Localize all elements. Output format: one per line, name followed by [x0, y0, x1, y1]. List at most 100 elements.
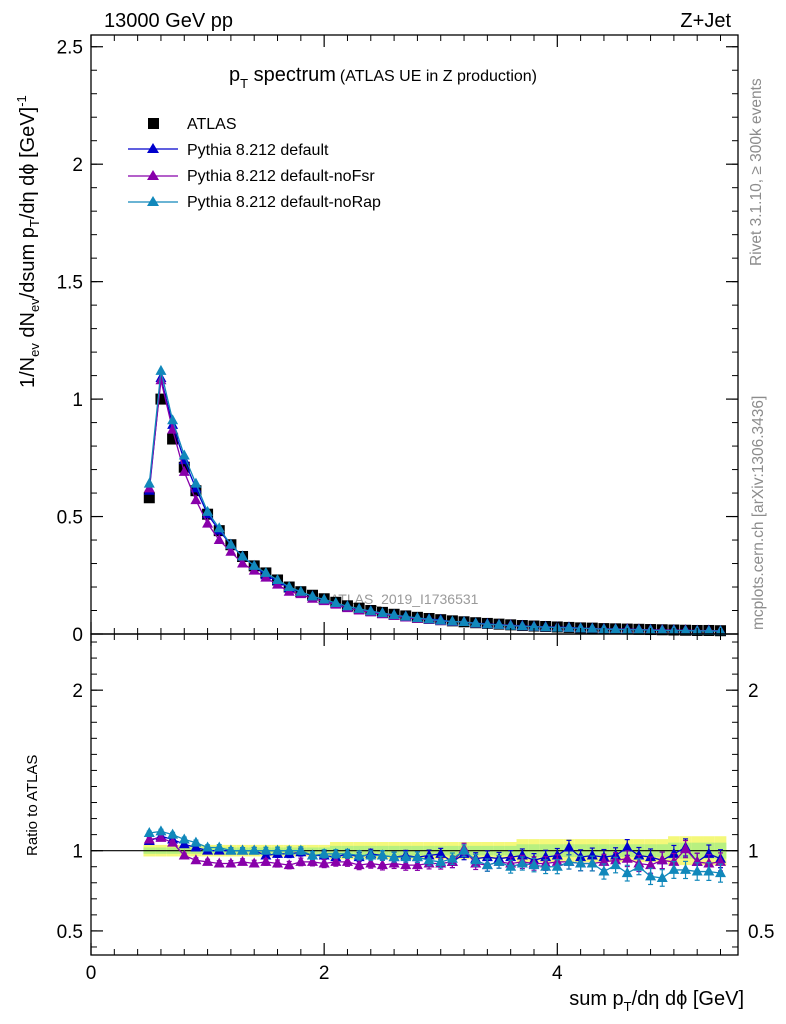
series-point-main	[411, 612, 423, 623]
series-point-main	[633, 623, 645, 634]
series-point-ratio	[481, 851, 493, 862]
series-point-ratio	[703, 847, 715, 858]
series-point-main	[540, 621, 552, 632]
series-point-ratio	[563, 855, 575, 866]
series-point-ratio	[645, 859, 657, 870]
series-point-main	[458, 616, 470, 627]
series-point-ratio	[318, 857, 330, 868]
series-point-ratio	[143, 827, 155, 838]
main-y-tick-label: 1	[72, 390, 83, 411]
ratio-plot-frame	[90, 633, 739, 956]
series-point-main	[680, 624, 692, 635]
series-point-ratio	[563, 841, 575, 852]
series-point-main	[575, 622, 587, 633]
series-point-ratio	[423, 854, 435, 865]
series-point-main	[190, 477, 202, 488]
series-point-main	[167, 423, 179, 434]
series-point-ratio	[178, 833, 190, 844]
series-point-ratio	[458, 844, 470, 855]
series-point-ratio	[680, 843, 692, 854]
x-axis-label: sum pT/dη dϕ [GeV]	[569, 988, 744, 1014]
main-y-tick-label: 0	[72, 625, 83, 646]
atlas-data-point	[167, 433, 179, 445]
series-point-ratio	[528, 859, 540, 870]
main-y-tick-label: 1.5	[57, 273, 83, 294]
atlas-data-point	[155, 393, 167, 405]
series-point-ratio	[225, 844, 237, 855]
series-point-ratio	[388, 851, 400, 862]
series-point-ratio	[411, 851, 423, 862]
series-point-ratio	[680, 863, 692, 874]
main-y-axis-label: 1/Nev dNev/dsum pT/dη dϕ [GeV]-1	[14, 95, 42, 388]
series-point-ratio	[481, 859, 493, 870]
series-point-main	[435, 614, 447, 625]
series-point-ratio	[656, 854, 668, 865]
series-point-main	[248, 559, 260, 570]
legend-marker-norap	[147, 196, 159, 206]
series-point-ratio	[248, 844, 260, 855]
series-point-ratio	[691, 855, 703, 866]
series-point-ratio	[295, 855, 307, 866]
ratio-y-tick-label: 2	[72, 681, 83, 702]
series-point-main	[213, 534, 225, 545]
ratio-y-tick-label-right: 0.5	[748, 922, 774, 943]
legend-marker-nofsr	[147, 170, 159, 180]
ratio-y-axis-label: Ratio to ATLAS	[24, 755, 41, 856]
series-point-main	[202, 505, 214, 516]
series-point-ratio	[633, 849, 645, 860]
main-y-tick-label: 2	[72, 155, 83, 176]
series-point-ratio	[505, 860, 517, 871]
series-point-main	[178, 465, 190, 476]
series-point-ratio	[376, 849, 388, 860]
header-process-label: Z+Jet	[680, 10, 731, 32]
series-point-main	[388, 608, 400, 619]
series-point-ratio	[306, 849, 318, 860]
series-point-main	[470, 617, 482, 628]
series-point-main	[610, 623, 622, 634]
series-point-main	[400, 610, 412, 621]
legend-label-atlas: ATLAS	[187, 116, 237, 133]
series-point-ratio	[272, 844, 284, 855]
series-point-ratio	[341, 847, 353, 858]
header-energy-label: 13000 GeV pp	[104, 10, 233, 32]
series-point-ratio	[155, 831, 167, 842]
series-point-main	[318, 593, 330, 604]
series-point-ratio	[645, 851, 657, 862]
ratio-y-tick-label-right: 1	[748, 842, 759, 863]
series-point-ratio	[656, 871, 668, 882]
series-point-ratio	[167, 828, 179, 839]
series-point-ratio	[586, 857, 598, 868]
series-point-main	[225, 538, 237, 549]
series-point-ratio	[703, 865, 715, 876]
series-point-ratio	[435, 855, 447, 866]
series-point-ratio	[330, 855, 342, 866]
series-point-main	[516, 620, 528, 631]
series-point-main	[295, 585, 307, 596]
main-plot-series	[143, 364, 727, 637]
series-point-ratio	[621, 841, 633, 852]
series-point-main	[167, 414, 179, 425]
series-point-ratio	[645, 870, 657, 881]
series-point-ratio	[505, 851, 517, 862]
series-point-ratio	[202, 855, 214, 866]
legend: ATLAS Pythia 8.212 default Pythia 8.212 …	[128, 116, 381, 211]
series-point-main	[365, 605, 377, 616]
rivet-version-label: Rivet 3.1.10, ≥ 300k events	[748, 78, 765, 266]
legend-marker-atlas	[148, 118, 159, 129]
series-point-ratio	[248, 857, 260, 868]
atlas-data-point	[143, 492, 155, 504]
series-point-ratio	[586, 849, 598, 860]
series-point-ratio	[400, 851, 412, 862]
series-point-main	[178, 449, 190, 460]
ratio-y-tick-label: 1	[72, 842, 83, 863]
series-point-main	[306, 590, 318, 601]
x-tick-label: 2	[319, 963, 330, 984]
mcplots-label: mcplots.cern.ch [arXiv:1306.3436]	[750, 396, 767, 630]
series-point-main	[563, 621, 575, 632]
series-point-main	[202, 517, 214, 528]
series-point-ratio	[435, 847, 447, 858]
legend-marker-default	[147, 143, 159, 153]
series-point-main	[505, 619, 517, 630]
series-point-ratio	[353, 859, 365, 870]
